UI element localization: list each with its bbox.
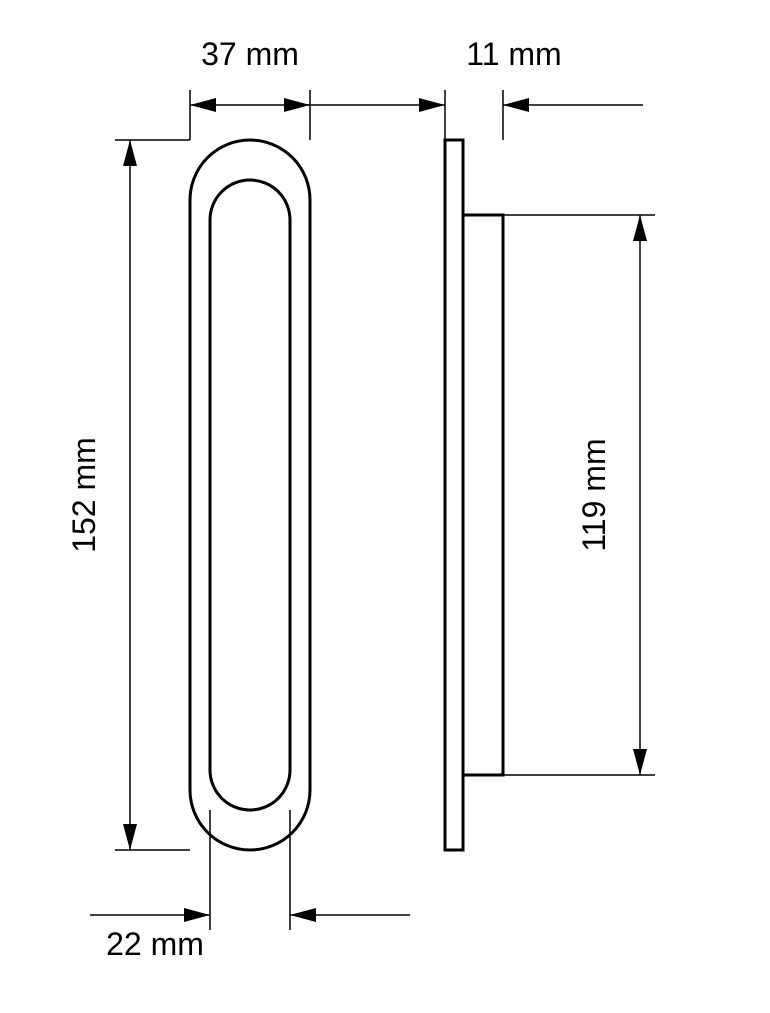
side-plate [445, 140, 463, 850]
front-outer [190, 140, 310, 850]
dim-11mm: 11 mm [466, 36, 561, 72]
dim-22mm: 22 mm [106, 926, 204, 962]
dim-37mm: 37 mm [201, 36, 299, 72]
dim-119mm: 119 mm [576, 438, 612, 551]
dim-152mm: 152 mm [66, 437, 102, 553]
front-inner [210, 180, 290, 810]
side-body [463, 215, 503, 775]
